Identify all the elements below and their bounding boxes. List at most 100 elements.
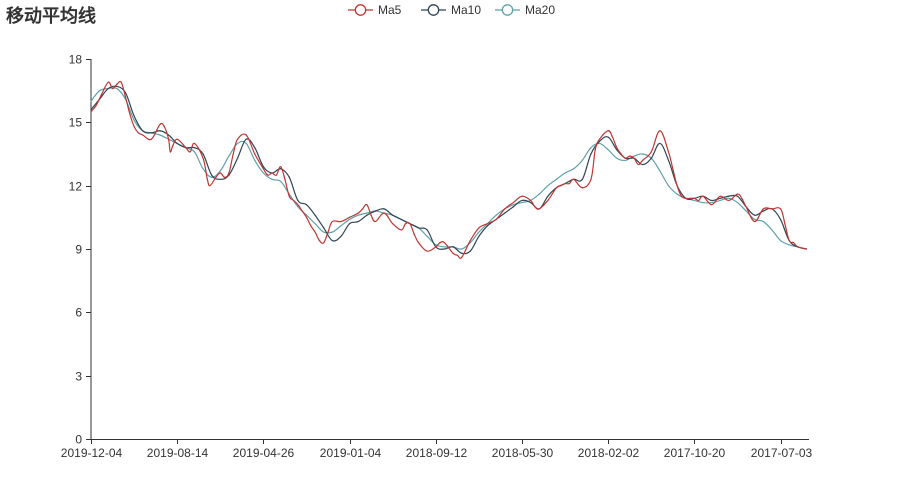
- data-point-ma5: [676, 185, 678, 187]
- data-point-ma5: [159, 123, 161, 126]
- data-point-ma20: [581, 159, 583, 161]
- data-point-ma5: [169, 151, 171, 153]
- data-point-ma5: [711, 204, 713, 206]
- data-point-ma5: [672, 168, 674, 170]
- data-point-ma10: [461, 252, 463, 254]
- data-point-ma10: [305, 204, 308, 206]
- x-axis: 2019-12-04 2019-08-14 2019-04-26 2019-01-04…: [61, 439, 813, 460]
- data-point-ma20: [314, 223, 316, 225]
- data-point-ma10: [478, 235, 480, 237]
- data-point-ma5: [405, 223, 407, 225]
- data-point-ma10: [521, 199, 523, 202]
- data-point-ma5: [779, 208, 782, 210]
- data-point-ma10: [754, 214, 756, 216]
- data-point-ma20: [366, 212, 368, 214]
- data-point-ma10: [297, 199, 299, 202]
- data-point-ma20: [426, 235, 428, 237]
- data-point-ma20: [348, 218, 351, 221]
- y-tick-label: 12: [69, 180, 83, 194]
- data-point-ma20: [728, 197, 730, 199]
- data-point-ma10: [392, 214, 394, 216]
- y-tick-label: 15: [69, 116, 83, 130]
- data-point-ma5: [275, 174, 277, 176]
- data-point-ma5: [581, 187, 583, 189]
- y-tick-label: 0: [75, 433, 82, 447]
- x-tick-label: 2018-05-30: [492, 446, 554, 460]
- data-point-ma20: [245, 142, 247, 145]
- ma10-swatch-icon: [421, 4, 446, 16]
- data-point-ma5: [370, 214, 372, 216]
- data-point-ma10: [383, 208, 385, 210]
- series-line-ma10[interactable]: [90, 85, 807, 255]
- data-point-ma10: [323, 227, 325, 229]
- data-point-ma20: [616, 157, 618, 159]
- data-point-ma5: [142, 134, 144, 136]
- legend-item-ma5[interactable]: Ma5: [348, 3, 401, 17]
- data-point-ma5: [314, 231, 316, 233]
- data-point-ma20: [693, 199, 695, 202]
- data-point-ma5: [426, 250, 428, 252]
- series-line-ma5[interactable]: [90, 80, 807, 259]
- data-point-ma5: [305, 216, 308, 218]
- data-point-ma5: [745, 206, 747, 208]
- series-layer: [90, 80, 808, 259]
- data-point-ma5: [167, 138, 170, 140]
- data-point-ma5: [469, 239, 471, 242]
- data-point-ma5: [788, 239, 790, 242]
- data-point-ma10: [167, 134, 170, 136]
- data-point-ma5: [590, 178, 592, 180]
- data-point-ma5: [288, 195, 290, 197]
- legend-item-ma10[interactable]: Ma10: [421, 3, 481, 17]
- series-line-ma20[interactable]: [90, 87, 807, 250]
- y-tick-label: 18: [69, 53, 83, 67]
- data-point-ma20: [564, 172, 566, 174]
- data-point-ma20: [99, 90, 101, 92]
- data-point-ma5: [150, 138, 152, 140]
- data-point-ma5: [232, 153, 234, 155]
- data-point-ma5: [495, 218, 497, 221]
- data-point-ma5: [693, 197, 695, 199]
- data-point-ma20: [633, 155, 635, 157]
- data-point-ma5: [486, 223, 489, 225]
- data-point-ma5: [280, 166, 282, 168]
- data-point-ma5: [443, 242, 445, 244]
- data-point-ma5: [805, 248, 808, 250]
- data-point-ma5: [215, 176, 217, 178]
- data-point-ma5: [538, 208, 540, 210]
- data-point-ma20: [478, 231, 480, 233]
- data-point-ma10: [331, 239, 333, 242]
- x-tick-label: 2017-07-03: [751, 446, 813, 460]
- data-point-ma5: [357, 212, 359, 214]
- data-point-ma10: [314, 214, 316, 216]
- data-point-ma20: [590, 147, 592, 149]
- data-point-ma20: [159, 134, 161, 136]
- data-point-ma10: [348, 223, 351, 225]
- data-point-ma5: [573, 178, 575, 180]
- x-tick-label: 2019-08-14: [147, 446, 209, 460]
- data-point-ma20: [771, 229, 773, 231]
- data-point-ma5: [702, 195, 704, 197]
- data-point-ma20: [280, 180, 282, 183]
- data-point-ma10: [133, 115, 135, 117]
- data-point-ma20: [340, 225, 342, 227]
- data-point-ma10: [400, 218, 402, 221]
- data-point-ma20: [193, 151, 196, 153]
- legend-item-ma20[interactable]: Ma20: [495, 3, 555, 17]
- data-point-ma5: [620, 153, 622, 155]
- data-point-ma20: [624, 159, 627, 161]
- data-point-ma5: [129, 113, 131, 115]
- data-point-ma20: [555, 178, 558, 180]
- data-point-ma20: [236, 142, 239, 145]
- data-point-ma10: [90, 109, 92, 111]
- data-point-ma5: [189, 151, 191, 153]
- data-point-ma10: [659, 142, 661, 145]
- data-point-ma5: [323, 242, 325, 244]
- data-point-ma5: [685, 197, 687, 199]
- data-point-ma20: [676, 193, 678, 195]
- data-point-ma10: [711, 199, 713, 202]
- data-point-ma5: [413, 233, 415, 235]
- data-point-ma5: [680, 195, 683, 197]
- data-point-ma10: [667, 159, 670, 161]
- data-point-ma10: [762, 210, 764, 212]
